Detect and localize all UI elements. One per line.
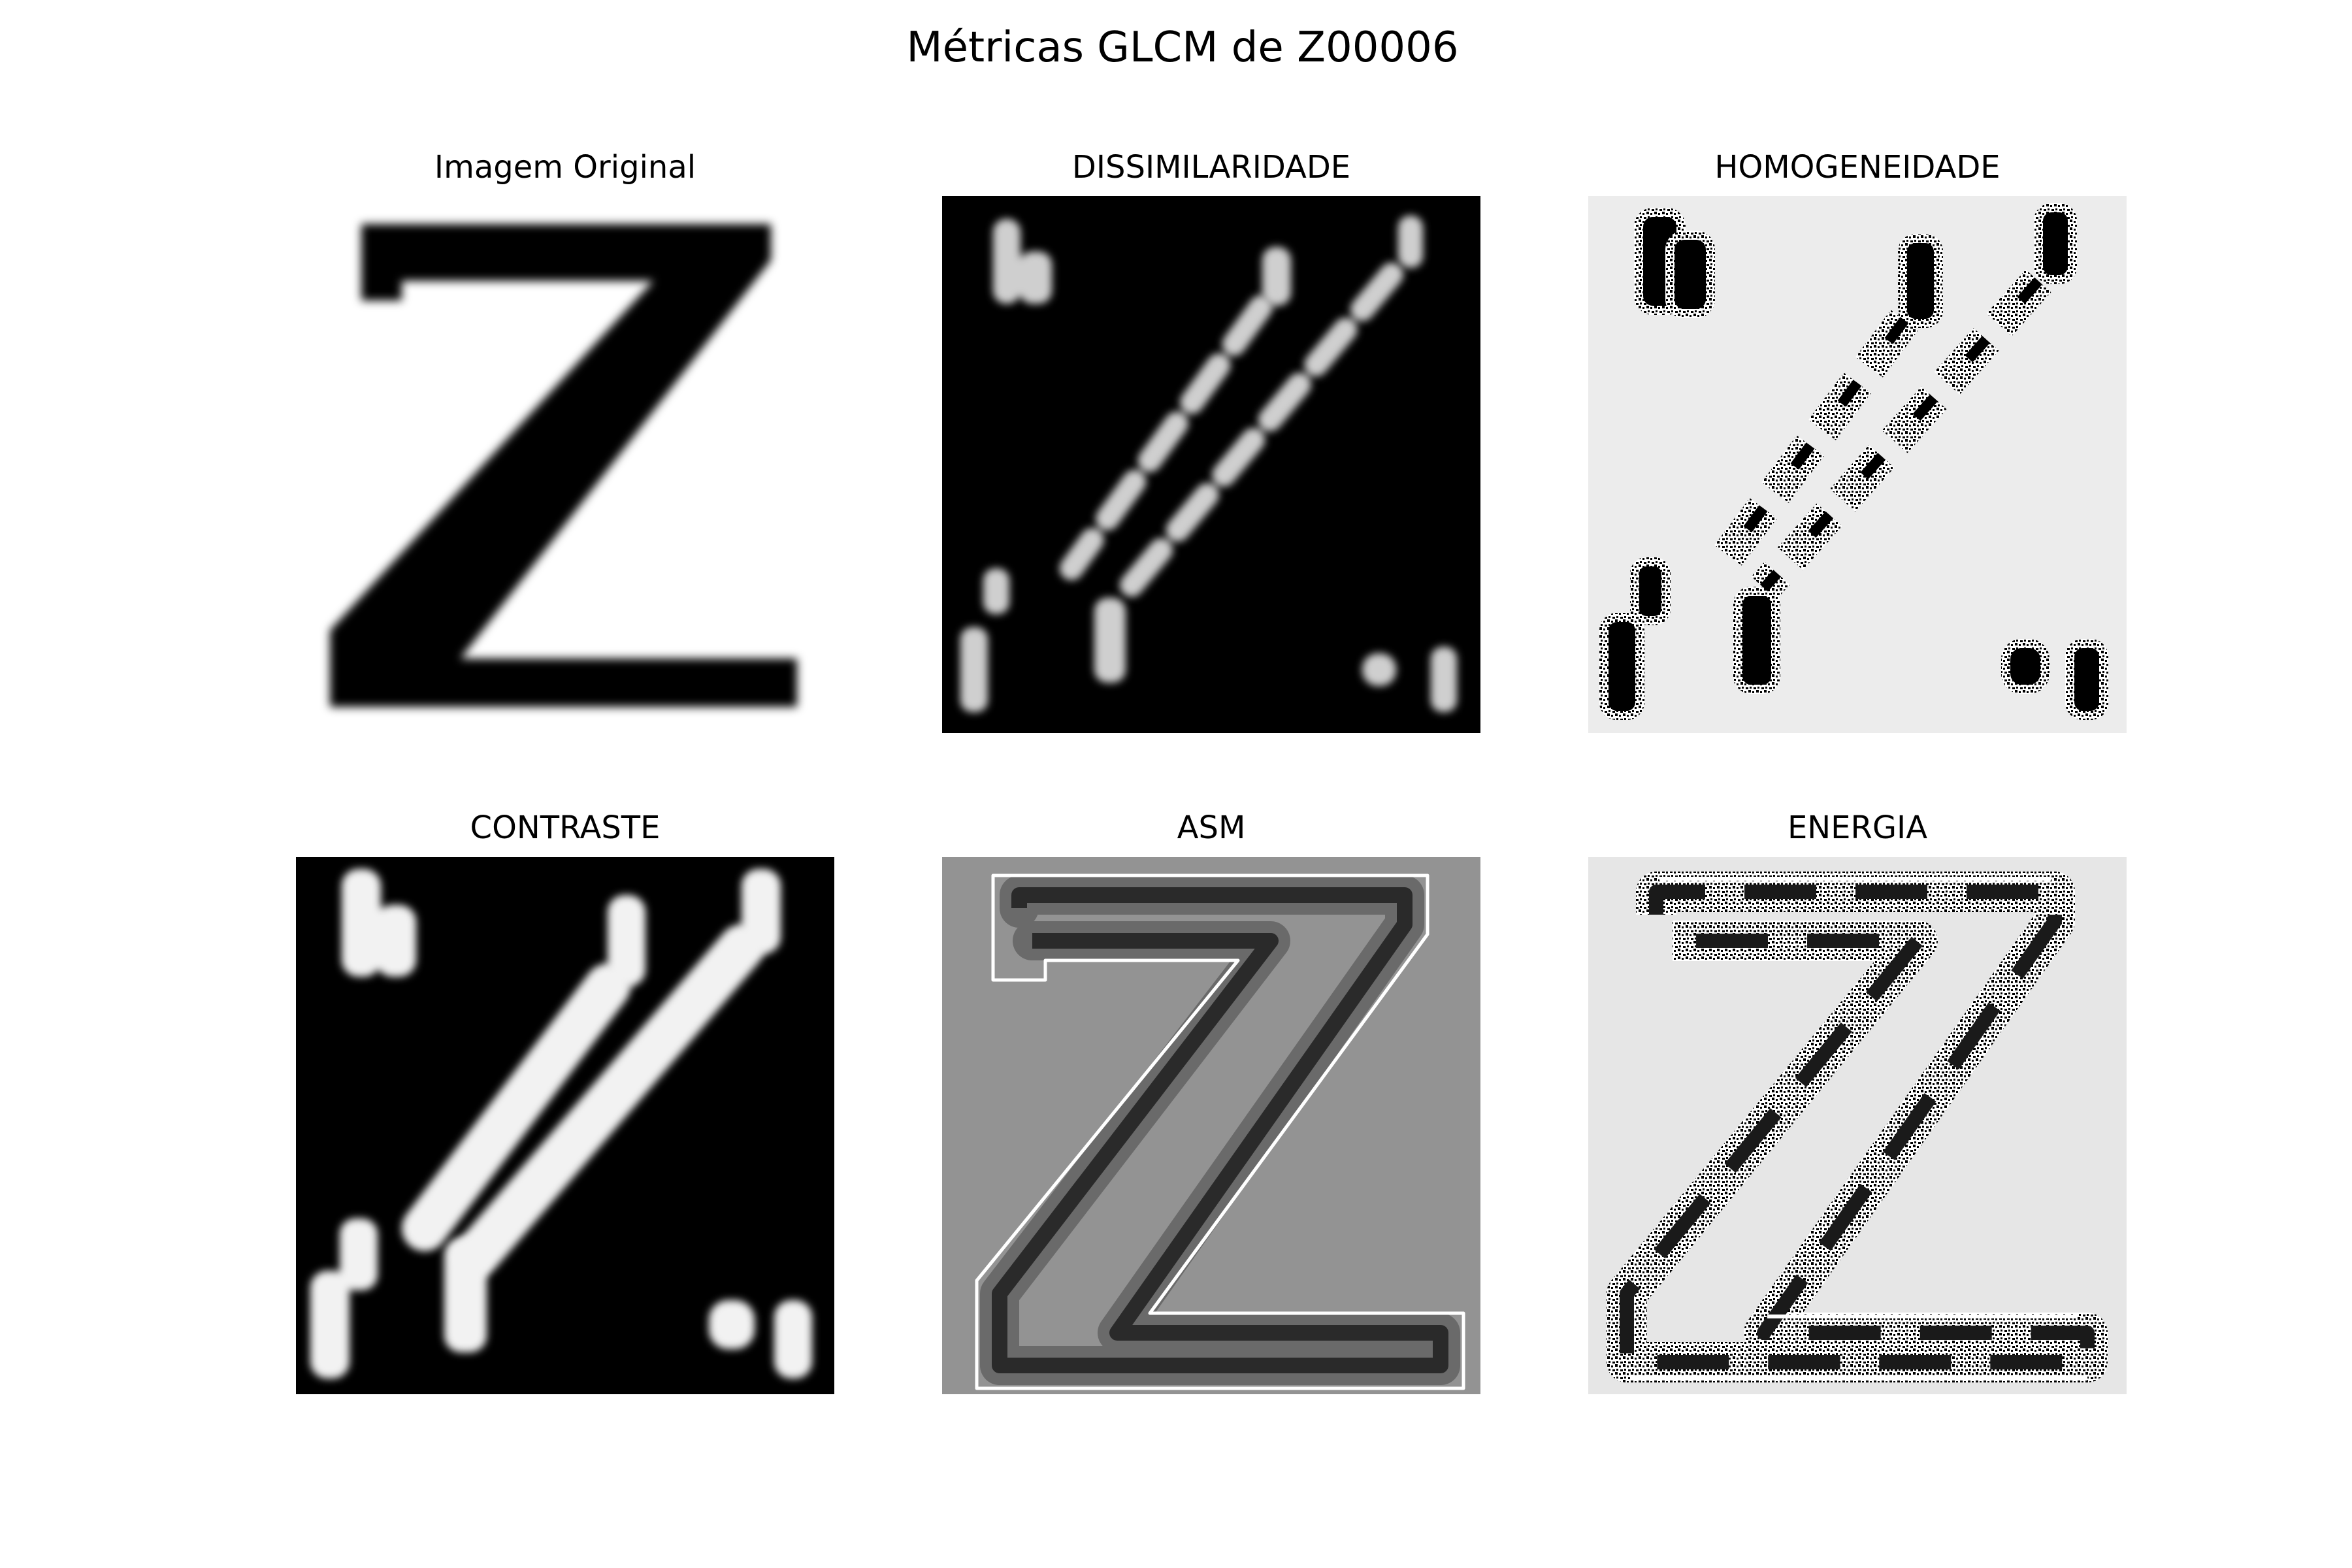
panel-title-homogeneidade: HOMOGENEIDADE [1714,149,2000,186]
panel-original-image [296,196,834,733]
panel-title-contraste: CONTRASTE [470,809,661,846]
panel-dissimilaridade-image [942,196,1480,733]
panel-title-dissimilaridade: DISSIMILARIDADE [1072,149,1350,186]
panel-title-original: Imagem Original [434,149,696,186]
panel-homogeneidade-image [1588,196,2127,733]
panel-title-energia: ENERGIA [1788,809,1927,846]
panel-contraste-image [296,857,834,1394]
panel-energia-image [1588,857,2127,1394]
figure-title: Métricas GLCM de Z00006 [906,24,1458,72]
panel-title-asm: ASM [1177,809,1246,846]
panel-asm-image [942,857,1480,1394]
